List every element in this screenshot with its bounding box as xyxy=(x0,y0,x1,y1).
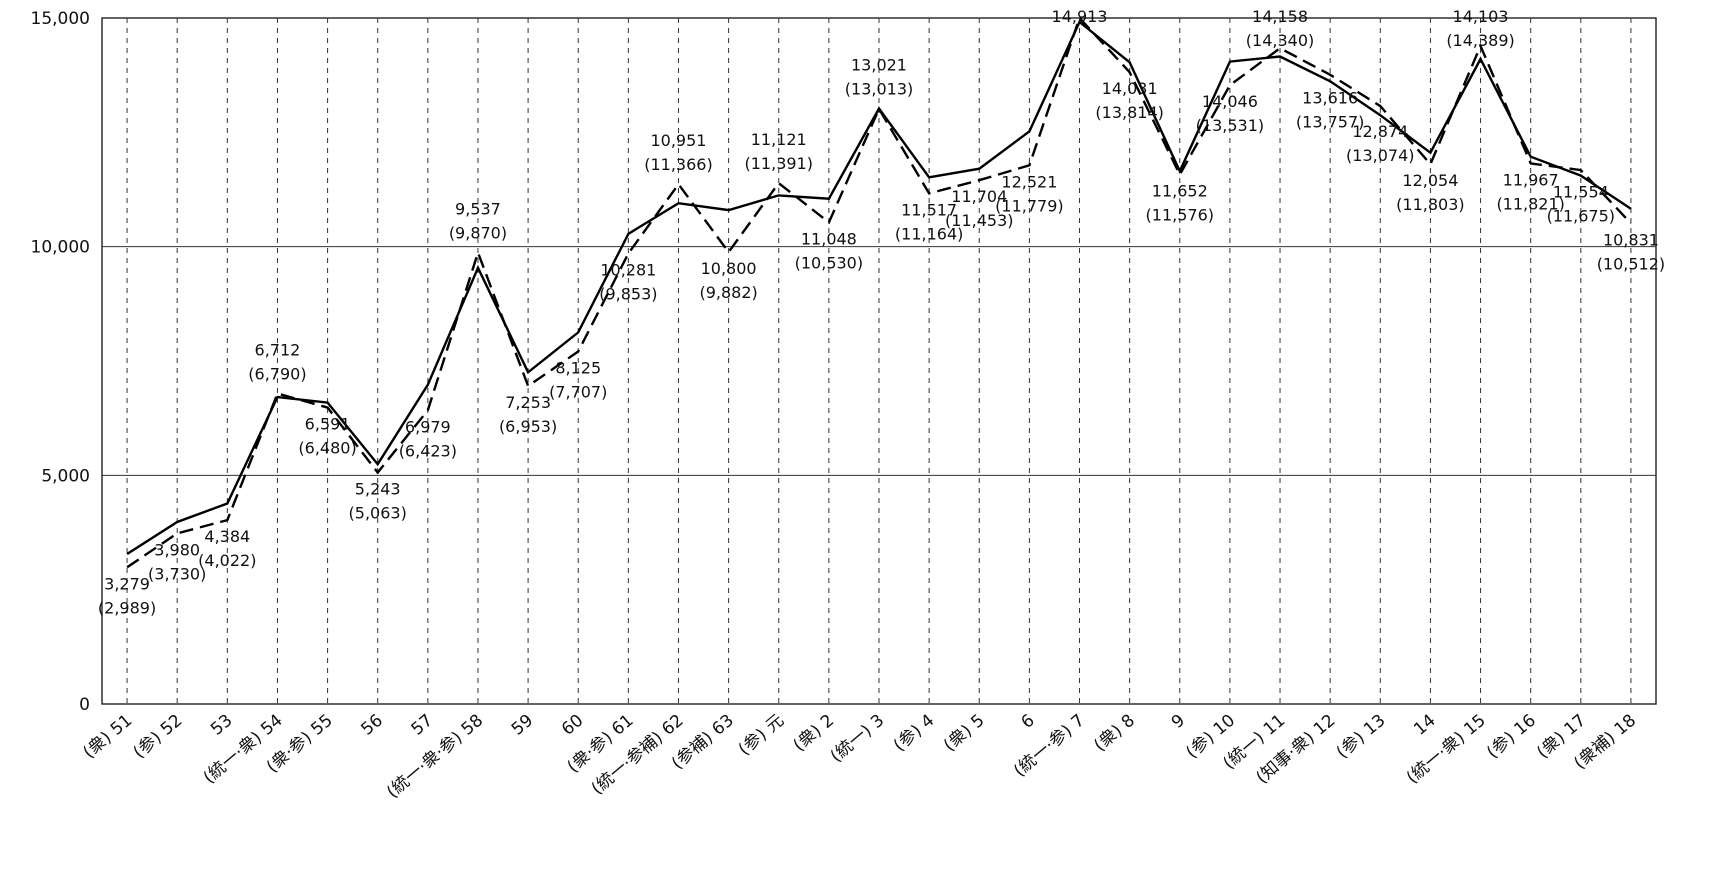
data-label-solid: 8,125 xyxy=(555,359,601,378)
data-label-solid: 12,874 xyxy=(1352,122,1408,141)
data-label-dashed: (13,814) xyxy=(1095,103,1163,122)
x-tick-label: 53 xyxy=(207,711,236,740)
data-label-dashed: (11,675) xyxy=(1547,207,1615,226)
x-tick-label: 6 xyxy=(1017,711,1038,733)
data-label-dashed: (3,730) xyxy=(148,564,206,583)
data-label-dashed: (6,953) xyxy=(499,417,557,436)
data-label-solid: 11,121 xyxy=(751,130,807,149)
data-label-solid: 11,048 xyxy=(801,229,857,248)
data-label-solid: 14,913 xyxy=(1052,7,1108,26)
y-tick-label: 5,000 xyxy=(41,466,90,486)
data-label-dashed: (11,391) xyxy=(745,154,813,173)
data-label-solid: 4,384 xyxy=(204,527,250,546)
data-label-solid: 10,800 xyxy=(701,259,757,278)
data-label-solid: 14,103 xyxy=(1453,7,1509,26)
solid-series-line xyxy=(126,20,1632,556)
data-label-solid: 14,046 xyxy=(1202,92,1258,111)
data-label-solid: 11,517 xyxy=(901,200,957,219)
x-tick-label: (衆) 5 xyxy=(940,711,988,756)
data-label-solid: 11,554 xyxy=(1553,183,1609,202)
data-label-dashed: (11,164) xyxy=(895,224,963,243)
y-tick-label: 10,000 xyxy=(31,238,90,258)
x-tick-label: (参) 52 xyxy=(130,711,187,763)
data-label-dashed: (13,013) xyxy=(845,80,913,99)
data-label-solid: 9,537 xyxy=(455,200,501,219)
y-tick-label: 0 xyxy=(79,695,90,715)
y-tick-label: 15,000 xyxy=(31,9,90,29)
data-label-dashed: (11,821) xyxy=(1496,194,1564,213)
data-label-solid: 13,616 xyxy=(1302,88,1358,107)
data-label-dashed: (6,480) xyxy=(298,439,356,458)
data-label-dashed: (4,022) xyxy=(198,551,256,570)
data-label-solid: 14,158 xyxy=(1252,7,1308,26)
data-label-solid: 10,831 xyxy=(1603,230,1659,249)
data-label-dashed: (13,531) xyxy=(1196,116,1264,135)
x-tick-label: 60 xyxy=(558,711,587,740)
data-label-dashed: (14,340) xyxy=(1246,31,1314,50)
data-label-dashed: (13,074) xyxy=(1346,146,1414,165)
x-tick-label: 59 xyxy=(508,711,537,740)
data-label-dashed: (11,779) xyxy=(995,196,1063,215)
x-tick-label: (統一) 3 xyxy=(827,711,888,767)
data-label-dashed: (6,790) xyxy=(248,364,306,383)
x-tick-label: 14 xyxy=(1410,711,1439,740)
data-label-dashed: (14,389) xyxy=(1446,31,1514,50)
data-label-solid: 11,967 xyxy=(1503,170,1559,189)
data-label-dashed: (13,757) xyxy=(1296,112,1364,131)
data-label-solid: 14,031 xyxy=(1102,79,1158,98)
data-label-dashed: (11,803) xyxy=(1396,195,1464,214)
data-label-solid: 11,704 xyxy=(951,187,1007,206)
x-tick-label: (衆) 8 xyxy=(1090,711,1138,756)
x-tick-label: (衆) 51 xyxy=(80,711,137,763)
x-tick-label: 56 xyxy=(357,711,386,740)
dashed-series-line xyxy=(126,15,1632,569)
data-label-solid: 3,279 xyxy=(104,574,150,593)
data-label-dashed: (2,989) xyxy=(98,598,156,617)
x-tick-label: (参) 13 xyxy=(1333,711,1390,763)
data-label-solid: 3,980 xyxy=(154,540,200,559)
x-tick-label: 9 xyxy=(1168,711,1189,733)
data-label-dashed: (6,423) xyxy=(399,441,457,460)
data-label-solid: 6,712 xyxy=(255,340,301,359)
x-tick-label: (参) 元 xyxy=(735,711,788,760)
x-tick-label: (参) 4 xyxy=(890,711,938,756)
data-label-dashed: (7,707) xyxy=(549,383,607,402)
x-tick-label: 57 xyxy=(408,711,437,740)
data-label-dashed: (11,366) xyxy=(644,155,712,174)
data-label-solid: 12,521 xyxy=(1001,172,1057,191)
x-tick-label: (参) 16 xyxy=(1483,711,1540,763)
data-label-dashed: (11,576) xyxy=(1146,206,1214,225)
data-label-dashed: (10,530) xyxy=(795,253,863,272)
data-label-dashed: (11,453) xyxy=(945,211,1013,230)
data-label-dashed: (5,063) xyxy=(349,503,407,522)
data-label-dashed: (10,512) xyxy=(1597,254,1665,273)
data-label-solid: 10,281 xyxy=(600,260,656,279)
data-label-solid: 7,253 xyxy=(505,393,551,412)
data-label-solid: 6,591 xyxy=(305,415,351,434)
data-label-solid: 6,979 xyxy=(405,417,451,436)
data-label-solid: 12,054 xyxy=(1402,171,1458,190)
data-label-solid: 10,951 xyxy=(650,131,706,150)
data-label-solid: 11,652 xyxy=(1152,182,1208,201)
data-label-dashed: (9,882) xyxy=(699,283,757,302)
data-label-solid: 5,243 xyxy=(355,479,401,498)
data-label-dashed: (9,870) xyxy=(449,224,507,243)
data-label-solid: 13,021 xyxy=(851,56,907,75)
data-label-dashed: (9,853) xyxy=(599,284,657,303)
